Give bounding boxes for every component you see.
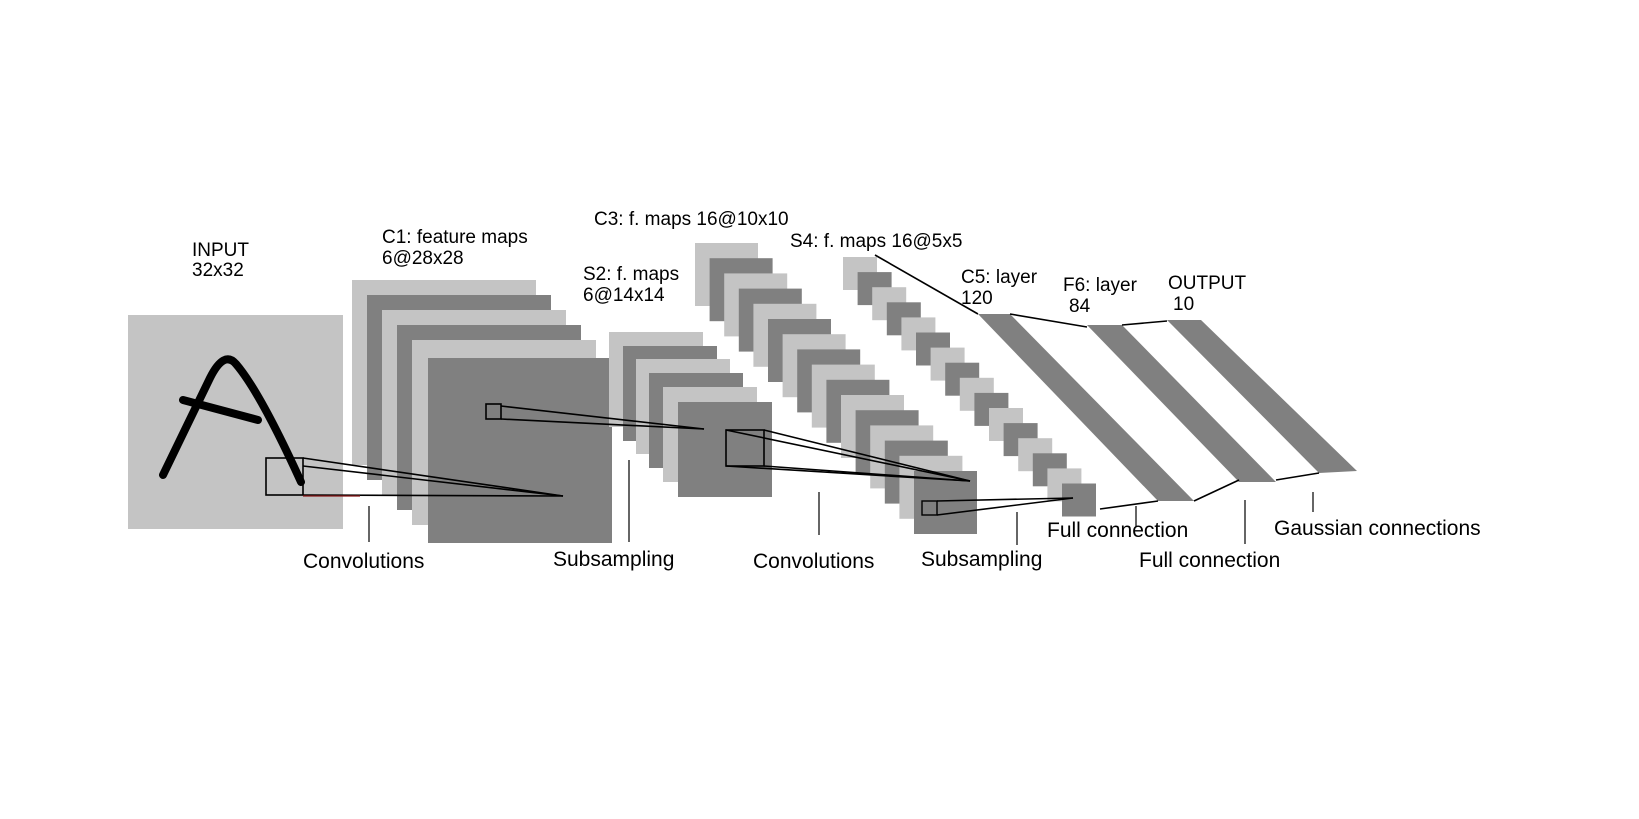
label-ticks [368, 460, 1314, 545]
c1-map [428, 358, 612, 543]
op-subsampling-1: Subsampling [553, 548, 674, 571]
c3-maps [695, 243, 977, 534]
c1-size-label: 6@28x28 [382, 248, 464, 269]
op-convolutions-2: Convolutions [753, 550, 874, 573]
s2-map [678, 402, 772, 497]
edge [500, 405, 705, 430]
edge [1121, 320, 1168, 326]
edge [874, 254, 979, 315]
edge [302, 494, 564, 497]
edge [1009, 313, 1088, 328]
edge [500, 418, 705, 430]
op-full-connection-2: Full connection [1139, 549, 1280, 572]
edge [302, 465, 564, 497]
c5-label: C5: layer [961, 267, 1038, 288]
c5-layer [978, 314, 1194, 501]
input-receptive-field [265, 457, 304, 496]
handwritten-letter-a-bar [179, 396, 262, 424]
s4-label: S4: f. maps 16@5x5 [790, 231, 962, 252]
input-size-label: 32x32 [192, 260, 244, 281]
edge [936, 497, 1074, 502]
op-convolutions-1: Convolutions [303, 550, 424, 573]
input-image [128, 315, 343, 529]
c3-label: C3: f. maps 16@10x10 [594, 209, 789, 230]
connection-lines [302, 254, 1320, 516]
s4-maps [843, 257, 1096, 517]
edge [1275, 472, 1320, 481]
output-label: OUTPUT [1168, 273, 1247, 294]
f6-layer [1087, 325, 1276, 482]
c1-label: C1: feature maps [382, 227, 528, 248]
input-block [128, 315, 343, 529]
edge [936, 497, 1074, 516]
edge [302, 457, 564, 497]
input-label: INPUT [192, 240, 249, 261]
op-gaussian-connections: Gaussian connections [1274, 517, 1481, 540]
edge [763, 465, 971, 482]
c5-size-label: 120 [961, 288, 993, 309]
edge [1099, 500, 1159, 510]
op-full-connection-1: Full connection [1047, 519, 1188, 542]
s4-receptive-field [921, 500, 938, 516]
c1-maps [352, 280, 612, 543]
c1-receptive-field [485, 403, 502, 420]
s2-label: S2: f. maps [583, 264, 679, 285]
edge [725, 429, 971, 482]
op-subsampling-2: Subsampling [921, 548, 1042, 571]
s2-size-label: 6@14x14 [583, 285, 665, 306]
f6-size-label: 84 [1069, 296, 1091, 317]
output-layer [1167, 320, 1357, 473]
edge [763, 429, 971, 482]
s2-receptive-field [725, 429, 765, 467]
s4-map [1062, 483, 1096, 517]
s2-maps [609, 332, 772, 497]
f6-label: F6: layer [1063, 275, 1138, 296]
edge [1193, 479, 1240, 502]
handwritten-letter-a [159, 355, 305, 486]
output-size-label: 10 [1173, 294, 1194, 315]
